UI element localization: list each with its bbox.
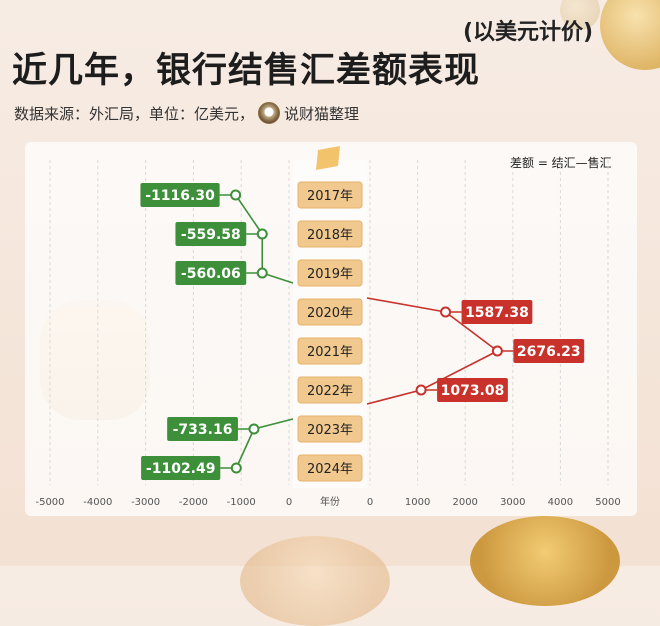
value-label: 1073.08 [441, 383, 505, 399]
value-label: -1116.30 [145, 188, 215, 204]
x-tick-label: 1000 [405, 497, 430, 508]
year-label: 2024年 [307, 462, 353, 477]
diverging-chart: -5000 -4000 -3000 -2000 -1000 0 0 1000 2000 3000 4… [0, 0, 660, 566]
x-tick-label: 0 [367, 497, 373, 508]
data-point [417, 386, 426, 395]
year-label: 2021年 [307, 345, 353, 360]
value-label: -733.16 [173, 422, 233, 438]
data-point [493, 347, 502, 356]
value-label: -560.06 [181, 266, 241, 282]
year-label: 2022年 [307, 384, 353, 399]
data-point [258, 230, 267, 239]
data-point [249, 425, 258, 434]
data-point [441, 308, 450, 317]
value-label: -1102.49 [146, 461, 216, 477]
x-tick-label: -5000 [35, 497, 64, 508]
x-tick-label: -4000 [83, 497, 112, 508]
value-label: -559.58 [181, 227, 241, 243]
x-tick-label: 3000 [500, 497, 525, 508]
x-tick-label: -2000 [179, 497, 208, 508]
axis-label: 年份 [320, 495, 340, 508]
series-line-positive [367, 390, 421, 404]
data-point [232, 464, 241, 473]
x-tick-label: 2000 [452, 497, 477, 508]
year-label: 2018年 [307, 228, 353, 243]
x-tick-label: 0 [286, 497, 292, 508]
x-tick-label: -3000 [131, 497, 160, 508]
series-line-negative [236, 429, 254, 468]
x-tick-label: 5000 [595, 497, 620, 508]
year-label: 2017年 [307, 189, 353, 204]
data-point [231, 191, 240, 200]
data-point [258, 269, 267, 278]
year-label: 2020年 [307, 306, 353, 321]
series-line-negative [254, 419, 293, 429]
value-label: 1587.38 [465, 305, 529, 321]
year-label: 2023年 [307, 423, 353, 438]
value-label: 2676.23 [517, 344, 581, 360]
x-tick-label: 4000 [548, 497, 573, 508]
x-tick-label: -1000 [227, 497, 256, 508]
series-line-positive [367, 298, 446, 312]
year-label: 2019年 [307, 267, 353, 282]
